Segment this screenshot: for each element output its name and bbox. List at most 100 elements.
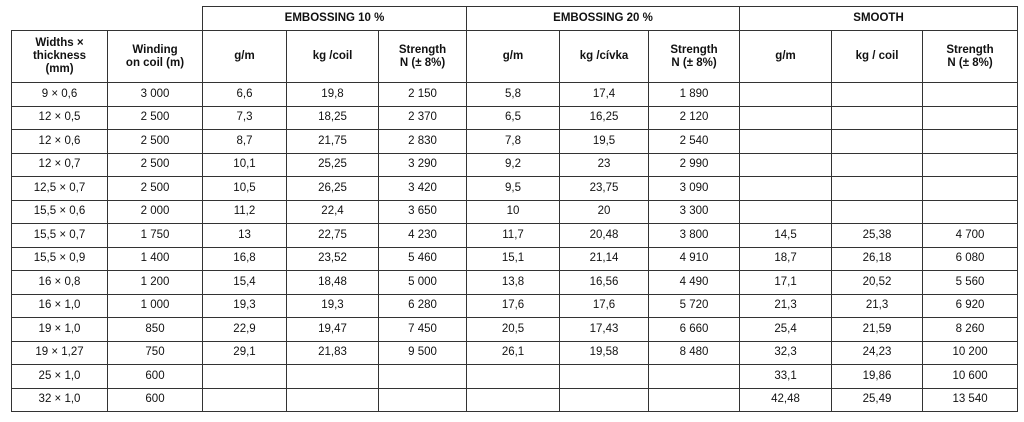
cell-smooth-strength: 10 600 — [922, 364, 1019, 389]
cell-e10-gm: 8,7 — [202, 129, 287, 154]
header-smooth-gm: g/m — [739, 30, 833, 83]
cell-e20-kg: 19,58 — [559, 340, 650, 365]
table-row: 32 × 1,0 600 42,48 25,49 13 540 — [11, 387, 1019, 412]
cell-smooth-kg: 25,38 — [831, 223, 924, 248]
cell-e10-kg: 21,75 — [286, 129, 379, 154]
cell-e20-gm — [466, 364, 561, 389]
cell-e10-strength: 3 650 — [377, 199, 468, 224]
cell-winding: 600 — [107, 364, 203, 389]
cell-smooth-strength: 4 700 — [922, 223, 1019, 248]
table-row: 19 × 1,27 750 29,1 21,83 9 500 26,1 19,58 8 480… — [11, 340, 1019, 365]
cell-smooth-kg — [831, 152, 924, 177]
cell-smooth-gm — [739, 129, 833, 154]
cell-e20-strength: 6 660 — [648, 317, 741, 342]
header-e10-strength: Strength N (± 8%) — [377, 30, 468, 83]
table-row: 19 × 1,0 850 22,9 19,47 7 450 20,5 17,43 6 660 2… — [11, 317, 1019, 342]
blank-corner-cell — [11, 6, 203, 31]
header-e20-strength: Strength N (± 8%) — [648, 30, 741, 83]
cell-e10-gm: 7,3 — [202, 105, 287, 130]
cell-size: 15,5 × 0,7 — [11, 223, 108, 248]
table-row: 12,5 × 0,7 2 500 10,5 26,25 3 420 9,5 23,75 3 0… — [11, 176, 1019, 201]
cell-size: 16 × 1,0 — [11, 293, 108, 318]
cell-e20-gm: 20,5 — [466, 317, 561, 342]
cell-e10-strength: 9 500 — [377, 340, 468, 365]
cell-e10-kg: 23,52 — [286, 246, 379, 271]
cell-size: 12,5 × 0,7 — [11, 176, 108, 201]
cell-smooth-kg — [831, 129, 924, 154]
cell-e20-gm: 7,8 — [466, 129, 561, 154]
cell-smooth-strength — [922, 105, 1019, 130]
cell-size: 19 × 1,0 — [11, 317, 108, 342]
cell-smooth-strength — [922, 199, 1019, 224]
cell-smooth-gm — [739, 105, 833, 130]
cell-winding: 1 750 — [107, 223, 203, 248]
cell-size: 12 × 0,5 — [11, 105, 108, 130]
cell-smooth-kg — [831, 176, 924, 201]
cell-smooth-kg: 20,52 — [831, 270, 924, 295]
cell-winding: 600 — [107, 387, 203, 412]
group-embossing-10: EMBOSSING 10 % — [201, 6, 468, 31]
cell-e20-kg: 20,48 — [559, 223, 650, 248]
cell-winding: 1 400 — [107, 246, 203, 271]
cell-smooth-kg: 24,23 — [831, 340, 924, 365]
cell-size: 12 × 0,7 — [11, 152, 108, 177]
table-body: 9 × 0,6 3 000 6,6 19,8 2 150 5,8 17,4 1 890 12 ×… — [11, 82, 1019, 412]
cell-e10-kg: 26,25 — [286, 176, 379, 201]
cell-smooth-kg: 25,49 — [831, 387, 924, 412]
cell-winding: 1 000 — [107, 293, 203, 318]
cell-e10-kg — [286, 364, 379, 389]
cell-e10-kg: 19,8 — [286, 82, 379, 107]
cell-e10-strength — [377, 364, 468, 389]
header-winding: Winding on coil (m) — [107, 30, 203, 83]
cell-e10-gm — [202, 387, 287, 412]
cell-e20-strength — [648, 387, 741, 412]
group-embossing-20: EMBOSSING 20 % — [466, 6, 741, 31]
cell-e10-kg — [286, 387, 379, 412]
cell-e10-gm: 13 — [202, 223, 287, 248]
cell-e20-kg: 19,5 — [559, 129, 650, 154]
cell-e20-strength: 4 910 — [648, 246, 741, 271]
cell-e10-kg: 21,83 — [286, 340, 379, 365]
table-row: 15,5 × 0,6 2 000 11,2 22,4 3 650 10 20 3 300 — [11, 199, 1019, 224]
cell-smooth-strength: 10 200 — [922, 340, 1019, 365]
cell-smooth-kg: 19,86 — [831, 364, 924, 389]
cell-smooth-kg: 21,3 — [831, 293, 924, 318]
cell-e10-strength: 7 450 — [377, 317, 468, 342]
cell-e10-strength — [377, 387, 468, 412]
cell-e10-strength: 3 290 — [377, 152, 468, 177]
cell-winding: 2 500 — [107, 129, 203, 154]
cell-e10-kg: 19,3 — [286, 293, 379, 318]
cell-smooth-gm — [739, 152, 833, 177]
cell-e20-gm — [466, 387, 561, 412]
cell-e10-strength: 2 370 — [377, 105, 468, 130]
cell-smooth-kg — [831, 199, 924, 224]
cell-smooth-strength — [922, 82, 1019, 107]
cell-smooth-kg: 26,18 — [831, 246, 924, 271]
cell-e10-gm: 29,1 — [202, 340, 287, 365]
cell-e20-kg: 16,56 — [559, 270, 650, 295]
cell-e20-strength: 2 120 — [648, 105, 741, 130]
cell-e10-strength: 2 150 — [377, 82, 468, 107]
table-row: 16 × 0,8 1 200 15,4 18,48 5 000 13,8 16,56 4 49… — [11, 270, 1019, 295]
cell-e20-gm: 13,8 — [466, 270, 561, 295]
cell-smooth-gm: 32,3 — [739, 340, 833, 365]
cell-smooth-strength: 6 080 — [922, 246, 1019, 271]
cell-e20-gm: 9,5 — [466, 176, 561, 201]
cell-smooth-gm — [739, 199, 833, 224]
cell-e20-strength: 2 540 — [648, 129, 741, 154]
cell-e20-gm: 10 — [466, 199, 561, 224]
cell-e20-gm: 26,1 — [466, 340, 561, 365]
cell-size: 9 × 0,6 — [11, 82, 108, 107]
header-e10-kg: kg /coil — [286, 30, 379, 83]
cell-size: 19 × 1,27 — [11, 340, 108, 365]
cell-smooth-strength: 6 920 — [922, 293, 1019, 318]
cell-e10-gm: 19,3 — [202, 293, 287, 318]
cell-winding: 2 500 — [107, 152, 203, 177]
cell-smooth-gm: 14,5 — [739, 223, 833, 248]
cell-smooth-strength — [922, 176, 1019, 201]
cell-e20-strength: 3 800 — [648, 223, 741, 248]
cell-smooth-kg: 21,59 — [831, 317, 924, 342]
cell-winding: 2 500 — [107, 176, 203, 201]
cell-winding: 2 500 — [107, 105, 203, 130]
cell-e20-gm: 15,1 — [466, 246, 561, 271]
